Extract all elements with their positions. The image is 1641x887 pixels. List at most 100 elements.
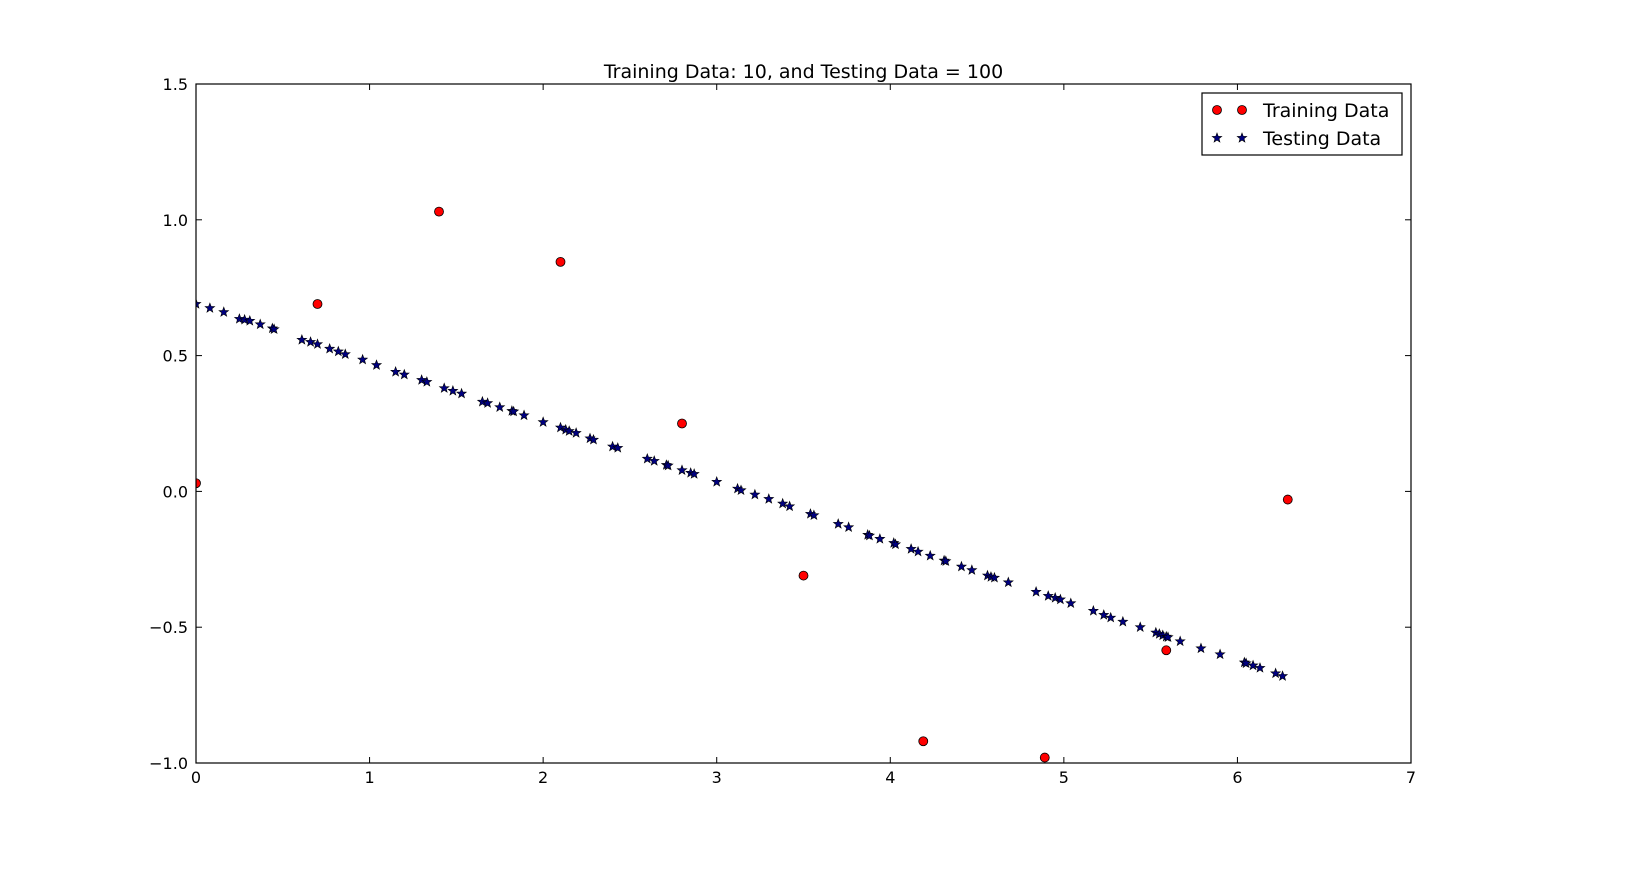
testing-data-point	[777, 497, 789, 509]
testing-data-point	[688, 468, 700, 479]
testing-data-point	[455, 387, 468, 399]
testing-data-point	[324, 342, 336, 354]
testing-data-point	[912, 545, 924, 557]
training-data-point	[555, 256, 566, 267]
testing-data-point	[268, 323, 280, 334]
testing-data-point	[863, 529, 876, 541]
testing-data-point	[398, 368, 410, 380]
training-data-point	[312, 299, 323, 309]
testing-data-point	[1098, 609, 1110, 620]
testing-data-point	[518, 409, 530, 421]
testing-data-point	[1162, 631, 1174, 642]
testing-data-point	[1270, 667, 1282, 679]
y-tick-label: 1.5	[163, 75, 188, 94]
testing-data-point	[1134, 621, 1146, 632]
legend: Training Data Testing Data	[1201, 92, 1403, 156]
y-tick-label: 0.0	[163, 482, 188, 501]
testing-data-point	[955, 560, 968, 572]
x-tick-label: 0	[191, 768, 201, 787]
y-tick-label: −1.0	[149, 754, 188, 773]
testing-data-point	[1174, 635, 1186, 647]
training-data-point	[918, 736, 929, 747]
testing-data-point	[749, 488, 761, 500]
testing-data-point	[1105, 611, 1117, 623]
data-marks	[196, 206, 1293, 763]
testing-data-point	[196, 298, 202, 309]
testing-data-point	[1276, 670, 1289, 681]
testing-data-point	[1065, 597, 1077, 609]
training-data-point	[434, 206, 444, 217]
testing-data-point	[587, 433, 600, 445]
testing-data-point	[447, 385, 459, 396]
testing-data-point	[905, 543, 917, 554]
y-tick-label: 0.5	[163, 347, 188, 366]
testing-data-point	[244, 314, 256, 326]
testing-data-point	[924, 549, 936, 561]
testing-data-point	[641, 452, 653, 464]
testing-data-point	[370, 359, 383, 370]
legend-entry-training-data: Training Data	[1212, 100, 1389, 122]
testing-data-point	[940, 555, 952, 566]
x-tick-label: 5	[1059, 768, 1069, 787]
testing-data-point	[357, 353, 369, 365]
testing-data-point	[296, 333, 308, 345]
y-tick-label: 1.0	[163, 211, 188, 230]
testing-data-point	[254, 318, 266, 330]
testing-data-point	[311, 338, 324, 349]
testing-data-point	[1240, 657, 1252, 669]
testing-data-point	[416, 374, 428, 385]
testing-data-point	[570, 427, 582, 438]
legend-box	[1201, 92, 1403, 156]
legend-marker-testing	[1211, 132, 1223, 143]
legend-label-training-data: Training Data	[1262, 100, 1389, 122]
testing-data-point	[204, 302, 216, 313]
testing-data-point	[662, 459, 674, 471]
testing-data-point	[233, 313, 245, 324]
legend-label-testing-data: Testing Data	[1262, 128, 1381, 150]
training-data-point	[1039, 752, 1050, 763]
legend-marker-training	[1212, 105, 1222, 115]
legend-marker-testing	[1236, 132, 1248, 143]
testing-data-point	[1054, 593, 1066, 605]
chart-title: Training Data: 10, and Testing Data = 10…	[603, 61, 1003, 83]
testing-data-point	[1195, 642, 1207, 654]
x-tick-label: 2	[538, 768, 548, 787]
testing-data-point	[508, 405, 520, 417]
training-data-point	[677, 418, 687, 429]
testing-data-point	[1214, 648, 1226, 660]
testing-data-point	[476, 395, 488, 407]
testing-data-point	[735, 484, 747, 496]
testing-data-point	[1002, 576, 1014, 588]
testing-data-point	[1117, 615, 1129, 627]
testing-data-point	[784, 500, 796, 512]
testing-data-point	[1042, 590, 1054, 601]
testing-data-point	[988, 571, 1000, 583]
testing-data-point	[1247, 659, 1259, 671]
testing-data-point	[676, 464, 688, 475]
testing-data-point	[832, 518, 844, 529]
testing-data-point	[763, 493, 775, 504]
testing-data-point	[874, 533, 886, 544]
x-tick-label: 6	[1232, 768, 1242, 787]
y-tick-label: −0.5	[149, 618, 188, 637]
testing-data-point	[218, 306, 230, 317]
testing-data-point	[1049, 592, 1061, 603]
x-tick-label: 4	[885, 768, 895, 787]
testing-data-point	[1030, 586, 1042, 597]
plot-frame	[195, 83, 1412, 764]
testing-data-point	[554, 421, 567, 433]
legend-marker-training	[1237, 105, 1247, 115]
training-data-point	[798, 570, 809, 581]
testing-data-point	[843, 521, 855, 532]
training-data-point	[1282, 494, 1293, 505]
training-data-point	[1161, 645, 1172, 656]
legend-entry-testing-data: Testing Data	[1211, 128, 1381, 150]
testing-data-point	[808, 509, 820, 521]
testing-data-point	[537, 416, 549, 427]
testing-data-point	[339, 348, 351, 359]
x-tick-label: 3	[712, 768, 722, 787]
testing-data-point	[304, 336, 317, 347]
training-data-point	[196, 478, 201, 489]
testing-data-point	[332, 345, 344, 357]
testing-data-point	[390, 366, 402, 377]
